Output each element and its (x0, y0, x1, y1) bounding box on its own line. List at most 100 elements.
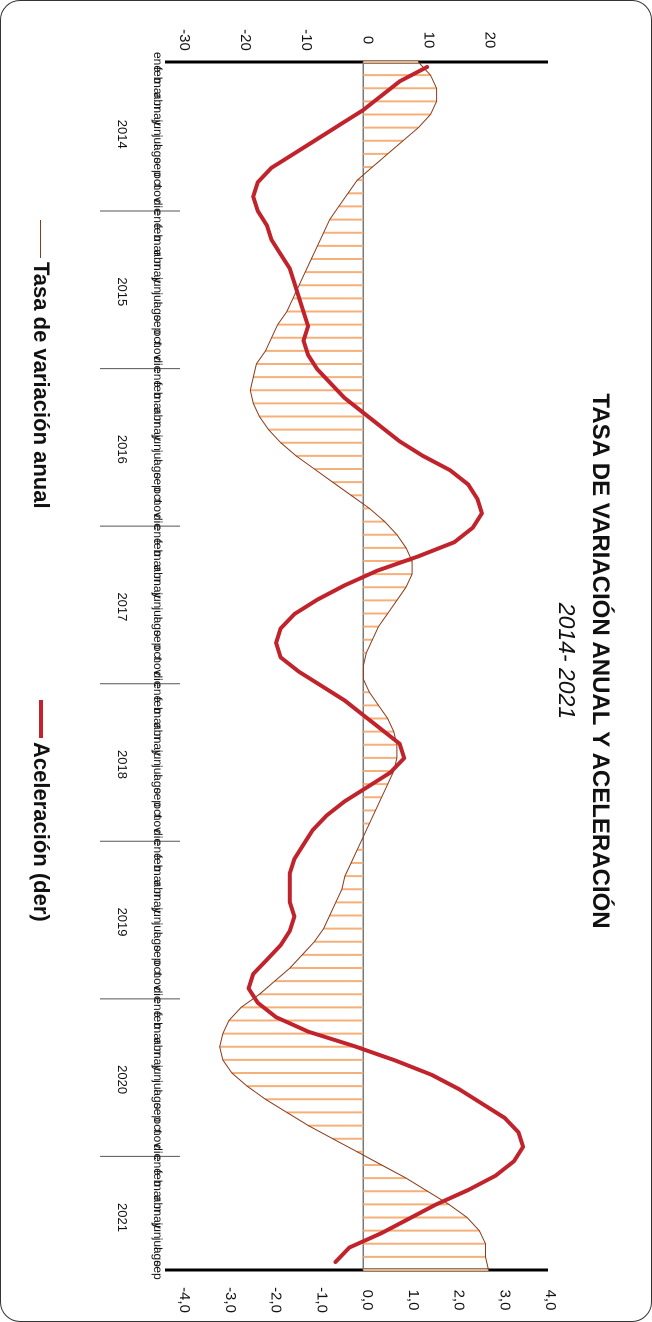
month-tick-label: may (151, 1206, 165, 1229)
month-tick-label: nov (151, 656, 165, 675)
month-tick-label: ago (151, 1247, 165, 1267)
month-tick-label: feb (151, 697, 165, 714)
right-axis-tick-label: -1,0 (313, 1287, 330, 1313)
month-tick-label: mar (151, 1023, 165, 1044)
month-tick-label: nov (151, 341, 165, 360)
month-tick-label: jul (151, 922, 165, 935)
month-tick-label: feb (151, 539, 165, 556)
month-tick-label: may (151, 261, 165, 284)
month-tick-label: feb (151, 1012, 165, 1029)
right-axis-tick-label: 3,0 (496, 1290, 513, 1311)
month-tick-label: mar (151, 866, 165, 887)
left-axis-tick-label: 20 (481, 32, 498, 49)
legend-label-aceleracion: Aceleración (der) (29, 742, 54, 922)
year-tick-label: 2019 (115, 908, 130, 937)
tasa-series-line (219, 61, 489, 1271)
month-tick-label: mar (151, 708, 165, 729)
month-tick-label: feb (151, 67, 165, 84)
month-tick-label: ago (151, 774, 165, 794)
month-tick-label: nov (151, 814, 165, 833)
month-tick-label: jun (151, 119, 165, 136)
month-tick-label: dic (151, 1144, 165, 1159)
month-tick-label: jun (151, 906, 165, 923)
chart-subtitle: 2014- 2021 (554, 602, 580, 720)
month-tick-label: may (151, 733, 165, 756)
right-axis-tick-label: -2,0 (268, 1287, 285, 1313)
month-tick-label: sep (151, 630, 165, 650)
month-tick-label: nov (151, 971, 165, 990)
right-axis-tick-label: -3,0 (222, 1287, 239, 1313)
right-axis-tick-label: 0,0 (359, 1290, 376, 1311)
month-tick-label: mar (151, 78, 165, 99)
month-tick-label: ago (151, 1089, 165, 1109)
month-tick-label: oct (151, 960, 165, 977)
legend-label-tasa: Tasa de variación anual (29, 262, 54, 509)
month-tick-label: jul (151, 1237, 165, 1250)
left-axis-tick-label: 10 (420, 32, 437, 49)
month-tick-label: mar (151, 1181, 165, 1202)
month-tick-label: sep (151, 157, 165, 177)
left-axis-tick-label: -30 (176, 29, 193, 51)
month-tick-label: ene (151, 1155, 165, 1175)
month-tick-label: dic (151, 514, 165, 529)
year-tick-label: 2021 (115, 1203, 130, 1232)
year-tick-label: 2014 (115, 120, 130, 149)
left-axis-tick-label: 0 (359, 36, 376, 44)
month-tick-label: ago (151, 301, 165, 321)
chart-title: TASA DE VARIACIÓN ANUAL Y ACELERACIÓN (587, 393, 614, 929)
month-tick-label: feb (151, 224, 165, 241)
month-tick-label: abr (151, 1038, 165, 1055)
month-tick-label: jun (151, 591, 165, 608)
month-tick-label: may (151, 891, 165, 914)
right-axis-tick-label: 1,0 (405, 1290, 422, 1311)
month-tick-label: mar (151, 393, 165, 414)
legend-swatch-aceleracion (39, 700, 43, 738)
legend: Tasa de variación anual Aceleración (der… (14, 0, 54, 1322)
month-tick-label: oct (151, 172, 165, 189)
month-tick-label: dic (151, 987, 165, 1002)
month-tick-label: may (151, 418, 165, 441)
month-tick-label: abr (151, 881, 165, 898)
month-tick-label: dic (151, 356, 165, 371)
month-tick-label: sep (151, 788, 165, 808)
month-tick-label: nov (151, 184, 165, 203)
year-tick-label: 2020 (115, 1065, 130, 1094)
legend-item-aceleracion: Aceleración (der) (28, 700, 54, 922)
month-tick-label: ene (151, 52, 165, 72)
year-tick-label: 2018 (115, 750, 130, 779)
month-tick-label: abr (151, 723, 165, 740)
month-tick-label: oct (151, 330, 165, 347)
month-tick-label: jul (151, 606, 165, 619)
month-tick-label: oct (151, 645, 165, 662)
month-tick-label: ago (151, 617, 165, 637)
month-tick-label: ago (151, 459, 165, 479)
month-tick-label: jul (151, 134, 165, 147)
month-tick-label: feb (151, 855, 165, 872)
month-tick-label: oct (151, 802, 165, 819)
month-tick-label: dic (151, 199, 165, 214)
month-tick-label: abr (151, 408, 165, 425)
month-tick-label: ago (151, 932, 165, 952)
month-tick-label: sep (151, 315, 165, 335)
month-tick-label: mar (151, 235, 165, 256)
left-axis-tick-label: -10 (298, 29, 315, 51)
month-tick-label: nov (151, 499, 165, 518)
month-tick-label: oct (151, 1118, 165, 1135)
month-tick-label: jul (151, 291, 165, 304)
month-tick-label: sep (151, 472, 165, 492)
month-tick-label: ene (151, 367, 165, 387)
month-tick-label: may (151, 1049, 165, 1072)
month-tick-label: jun (151, 1064, 165, 1081)
month-tick-label: sep (151, 1103, 165, 1123)
month-tick-label: sep (151, 945, 165, 965)
legend-item-tasa: Tasa de variación anual (28, 220, 54, 509)
month-tick-label: dic (151, 671, 165, 686)
month-tick-label: ago (151, 144, 165, 164)
month-tick-label: ene (151, 997, 165, 1017)
month-tick-label: jul (151, 1079, 165, 1092)
month-tick-label: abr (151, 250, 165, 267)
month-tick-label: feb (151, 1170, 165, 1187)
month-tick-label: jul (151, 764, 165, 777)
